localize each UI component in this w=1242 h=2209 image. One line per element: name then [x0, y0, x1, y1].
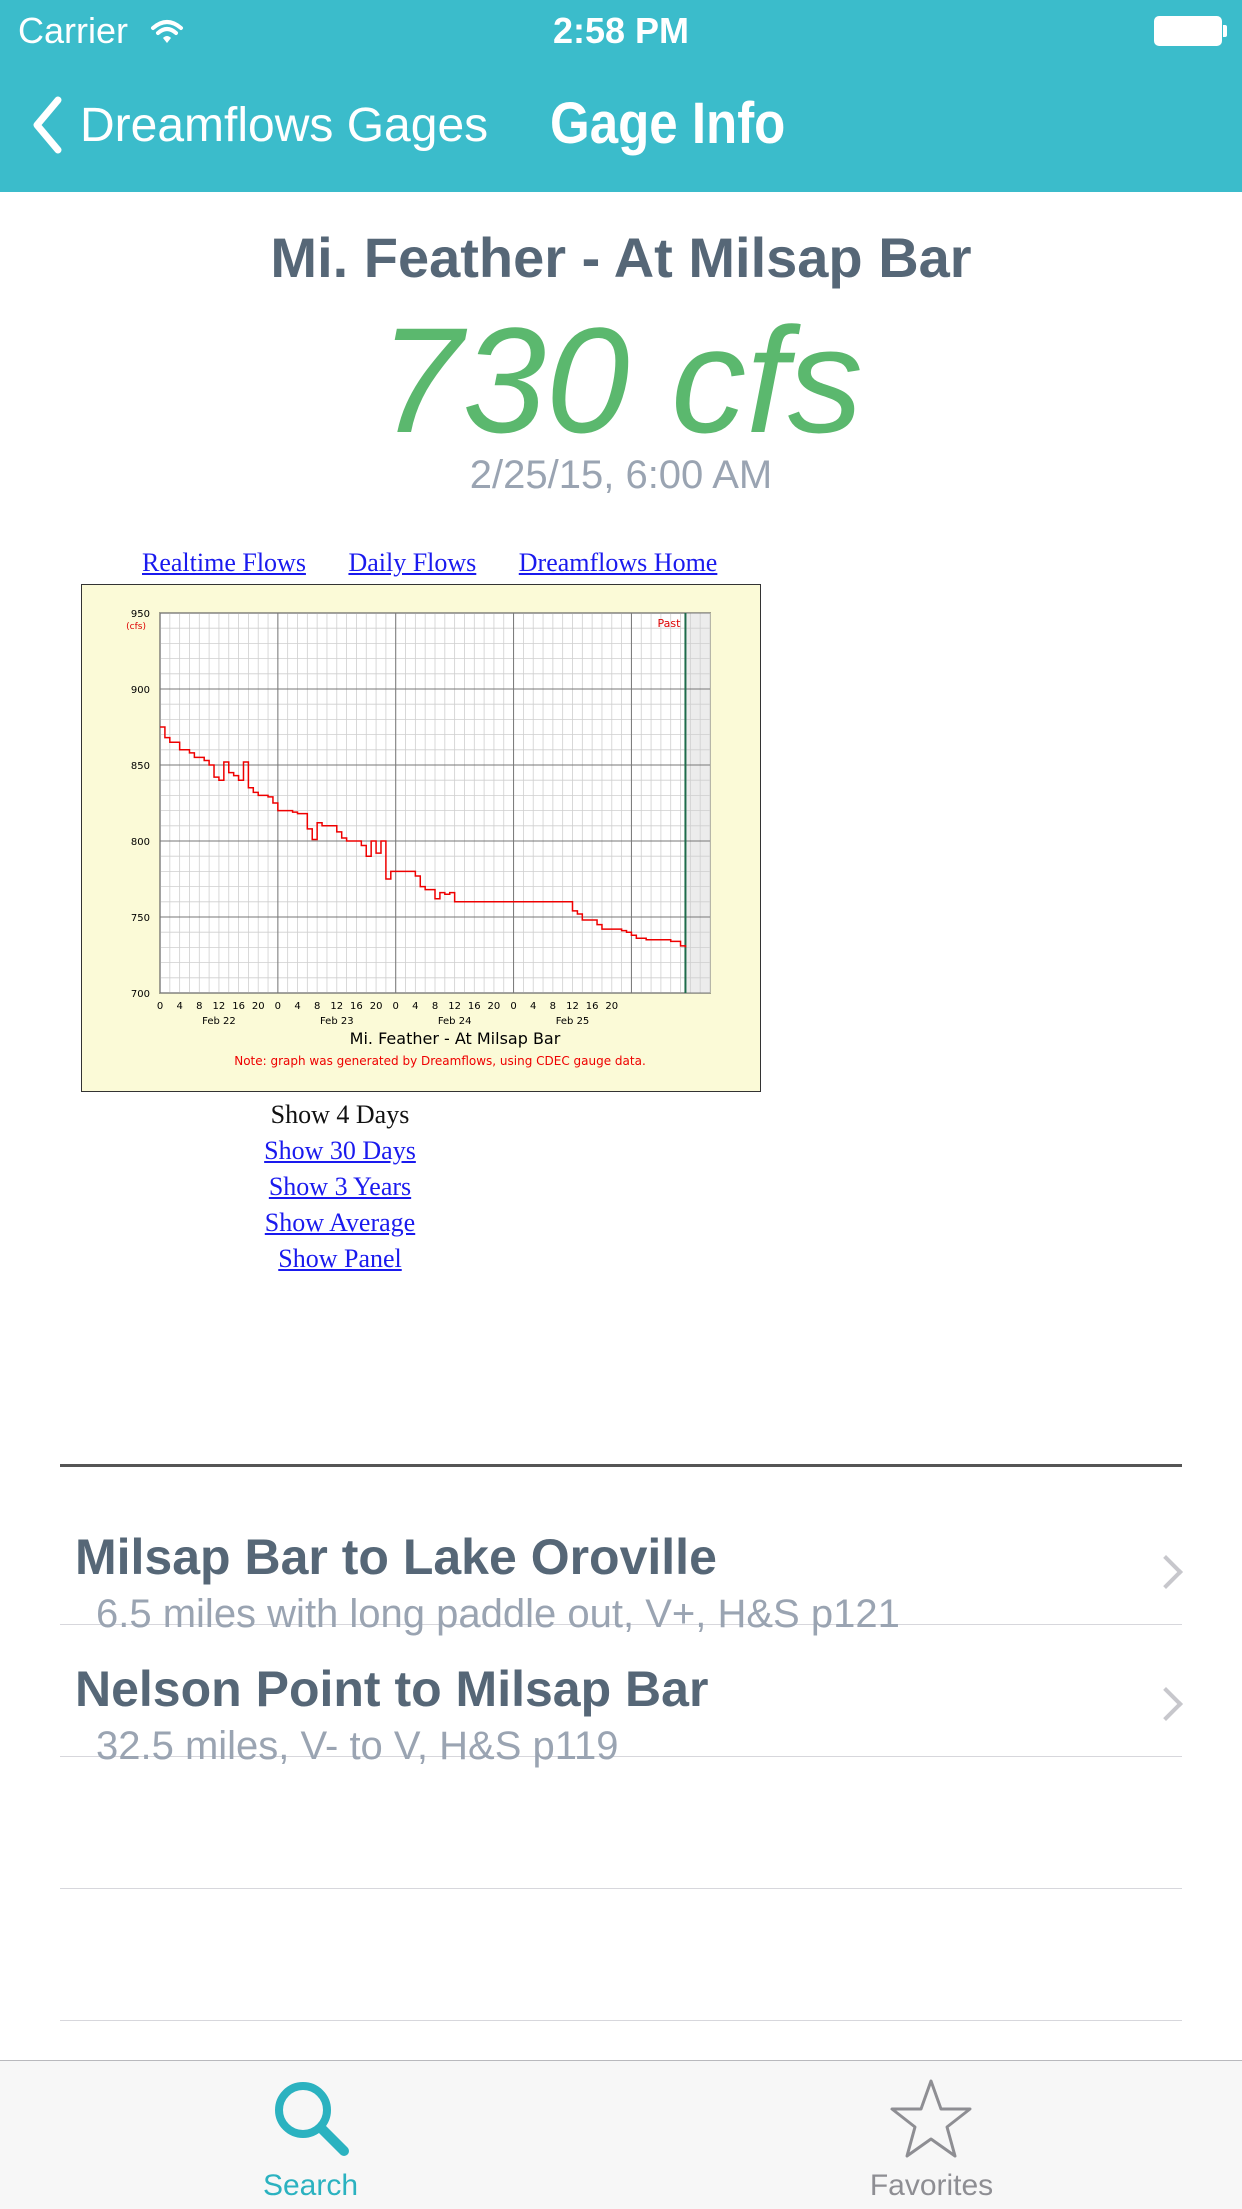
run-title: Milsap Bar to Lake Oroville — [75, 1529, 717, 1585]
y-tick-label: 700 — [131, 989, 150, 1000]
x-tick-label: 8 — [432, 1001, 438, 1012]
section-divider — [60, 1464, 1182, 1467]
x-tick-label: 20 — [370, 1001, 383, 1012]
status-bar: Carrier 2:58 PM — [0, 0, 1242, 60]
x-tick-label: 0 — [393, 1001, 399, 1012]
page-title: Gage Info — [550, 91, 786, 156]
x-tick-label: 8 — [314, 1001, 320, 1012]
x-tick-label: 8 — [550, 1001, 556, 1012]
graph-option-show-4-days: Show 4 Days — [270, 1100, 410, 1129]
tab-bar: Search Favorites — [0, 2060, 1242, 2209]
graph-option-show-30-days[interactable]: Show 30 Days — [264, 1136, 416, 1165]
x-tick-label: 16 — [350, 1001, 363, 1012]
x-tick-label: 20 — [252, 1001, 265, 1012]
tab-search[interactable]: Search — [0, 2061, 621, 2209]
x-tick-label: 12 — [213, 1001, 226, 1012]
graph-option-show-3-years[interactable]: Show 3 Years — [268, 1172, 412, 1201]
chart-title: Mi. Feather - At Milsap Bar — [350, 1029, 561, 1048]
day-label: Feb 24 — [438, 1016, 472, 1027]
x-tick-label: 12 — [566, 1001, 579, 1012]
back-button-label: Dreamflows Gages — [80, 98, 489, 152]
wifi-icon — [150, 12, 184, 54]
y-tick-label: 950 — [131, 609, 150, 620]
x-tick-label: 4 — [294, 1001, 300, 1012]
graph-option-show-panel[interactable]: Show Panel — [278, 1244, 402, 1273]
web-links: Realtime Flows Daily Flows Dreamflows Ho… — [142, 548, 753, 578]
x-tick-label: 20 — [605, 1001, 618, 1012]
x-tick-label: 8 — [196, 1001, 202, 1012]
x-tick-label: 16 — [586, 1001, 599, 1012]
realtime-flows-link[interactable]: Realtime Flows — [142, 548, 306, 577]
day-label: Feb 23 — [320, 1016, 354, 1027]
y-tick-label: 750 — [131, 913, 150, 924]
x-tick-label: 0 — [275, 1001, 281, 1012]
x-tick-label: 16 — [232, 1001, 245, 1012]
current-flow: 730 cfs — [379, 296, 863, 464]
battery-icon — [1154, 16, 1227, 46]
y-tick-label: 800 — [131, 837, 150, 848]
tab-favorites[interactable]: Favorites — [621, 2061, 1242, 2209]
empty-row — [60, 1888, 1182, 2021]
day-label: Feb 22 — [202, 1016, 236, 1027]
navigation-header: Carrier 2:58 PM Dreamflows Gages Gage In… — [0, 0, 1242, 192]
back-button[interactable]: Dreamflows Gages — [32, 96, 488, 154]
run-row-milsap-bar[interactable]: Milsap Bar to Lake Oroville 6.5 miles wi… — [60, 1492, 1183, 1636]
future-region — [685, 613, 710, 993]
clock: 2:58 PM — [552, 10, 690, 51]
tab-label: Favorites — [869, 2169, 994, 2202]
carrier-label: Carrier — [18, 10, 129, 51]
y-tick-label: 900 — [131, 685, 150, 696]
day-label: Feb 25 — [556, 1016, 590, 1027]
run-subtitle: 32.5 miles, V- to V, H&S p119 — [96, 1724, 619, 1768]
star-icon — [890, 2079, 972, 2158]
x-tick-label: 4 — [530, 1001, 536, 1012]
run-row-nelson-point[interactable]: Nelson Point to Milsap Bar 32.5 miles, V… — [60, 1624, 1183, 1768]
chart-note: Note: graph was generated by Dreamflows,… — [234, 1054, 646, 1068]
y-tick-label: 850 — [131, 761, 150, 772]
x-tick-label: 20 — [488, 1001, 501, 1012]
reading-timestamp: 2/25/15, 6:00 AM — [469, 453, 773, 497]
x-tick-label: 0 — [157, 1001, 163, 1012]
run-title: Nelson Point to Milsap Bar — [75, 1661, 709, 1717]
run-subtitle: 6.5 miles with long paddle out, V+, H&S … — [96, 1592, 900, 1636]
x-tick-label: 4 — [412, 1001, 418, 1012]
daily-flows-link[interactable]: Daily Flows — [348, 548, 477, 577]
gage-webview: Realtime Flows Daily Flows Dreamflows Ho… — [0, 530, 1242, 1300]
x-tick-label: 12 — [448, 1001, 461, 1012]
search-icon — [275, 2082, 349, 2156]
nav-bar: Dreamflows Gages Gage Info — [0, 90, 1242, 170]
dreamflows-home-link[interactable]: Dreamflows Home — [518, 548, 718, 577]
chevron-right-icon — [1149, 1555, 1183, 1589]
y-unit-label: (cfs) — [126, 622, 146, 632]
flow-series-line — [160, 726, 687, 948]
graph-option-show-average[interactable]: Show Average — [264, 1208, 416, 1237]
gage-name: Mi. Feather - At Milsap Bar — [270, 226, 972, 289]
x-tick-label: 12 — [330, 1001, 343, 1012]
x-tick-label: 4 — [176, 1001, 182, 1012]
past-label: Past — [658, 617, 682, 630]
flow-graph: 700 750 800 850 900 950 (cfs) 0 4 8 12 16 20 0 4 8 12 16 2… — [81, 584, 761, 1092]
x-tick-label: 16 — [468, 1001, 481, 1012]
chevron-right-icon — [1149, 1687, 1183, 1721]
tab-label: Search — [262, 2169, 359, 2202]
empty-row — [60, 1756, 1182, 1889]
chevron-left-icon — [33, 96, 62, 154]
x-tick-label: 0 — [510, 1001, 516, 1012]
